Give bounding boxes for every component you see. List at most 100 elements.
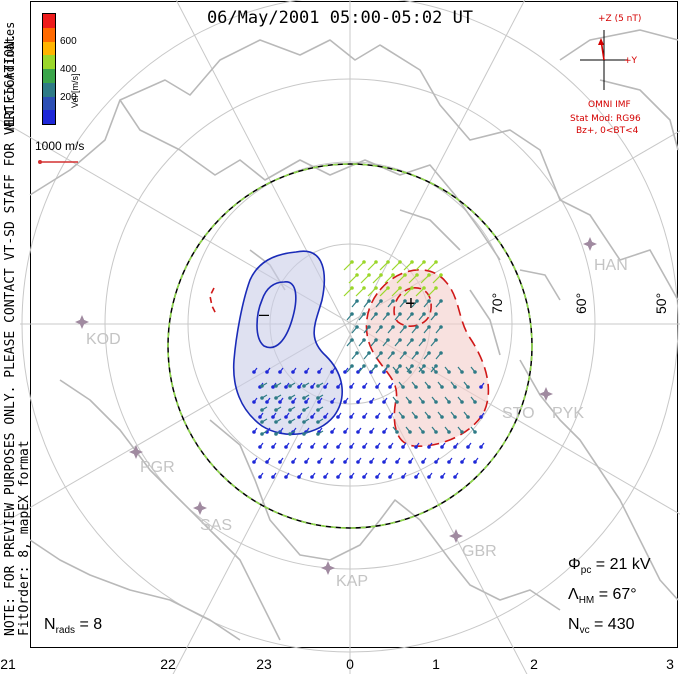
vector-line bbox=[387, 326, 394, 334]
vector-line bbox=[324, 412, 329, 418]
vector-line bbox=[261, 406, 268, 411]
vector-line bbox=[253, 367, 258, 373]
vector-line bbox=[298, 472, 303, 478]
vector-line bbox=[357, 457, 362, 463]
vector-line bbox=[317, 382, 324, 387]
potential-max-marker: + bbox=[405, 293, 417, 315]
station-marker bbox=[75, 315, 89, 329]
vector-line bbox=[389, 442, 394, 448]
vector-line bbox=[298, 412, 303, 418]
vector-line bbox=[346, 313, 353, 321]
vector-line bbox=[480, 412, 485, 418]
vector-line bbox=[363, 472, 368, 478]
vector-line bbox=[399, 326, 406, 334]
vector-line bbox=[392, 426, 398, 433]
station-marker bbox=[539, 387, 553, 401]
vector-line bbox=[363, 352, 370, 360]
vector-line bbox=[275, 430, 282, 435]
vector-line bbox=[415, 287, 425, 297]
vector-line bbox=[370, 427, 375, 433]
vector-line bbox=[423, 326, 430, 334]
colorbar-tick-200: 200 bbox=[60, 92, 77, 103]
vector-line bbox=[344, 397, 349, 403]
vector-line bbox=[324, 442, 329, 448]
vector-line bbox=[474, 457, 479, 463]
vector-line bbox=[450, 411, 456, 418]
coordinates-note: MLT coordinates bbox=[3, 21, 17, 130]
station-marker bbox=[193, 501, 207, 515]
vector-line bbox=[403, 261, 413, 271]
vector-line bbox=[272, 382, 277, 388]
vector-line bbox=[389, 412, 394, 418]
vector-line bbox=[379, 287, 389, 297]
vector-line bbox=[358, 313, 365, 321]
vector-line bbox=[415, 472, 420, 478]
vector-line bbox=[289, 430, 296, 435]
vector-line bbox=[261, 394, 268, 399]
vector-line bbox=[383, 427, 388, 433]
vector-line bbox=[376, 442, 381, 448]
vector-line bbox=[415, 261, 425, 271]
vector-line bbox=[259, 442, 264, 448]
reference-vector-label: 1000 m/s bbox=[35, 139, 85, 153]
vector-line bbox=[372, 274, 382, 284]
vector-line bbox=[337, 412, 342, 418]
vector-line bbox=[480, 442, 485, 448]
vector-line bbox=[363, 326, 370, 334]
coast-canada-east bbox=[119, 99, 501, 261]
vector-line bbox=[357, 427, 362, 433]
vector-line bbox=[470, 366, 476, 373]
vector-line bbox=[391, 287, 401, 297]
vector-line bbox=[454, 442, 459, 448]
vector-line bbox=[470, 396, 476, 403]
vector-line bbox=[396, 274, 406, 284]
vector-line bbox=[418, 313, 425, 321]
vector-line bbox=[311, 442, 316, 448]
vector-line bbox=[370, 365, 377, 373]
vector-line bbox=[430, 365, 437, 373]
vector-line bbox=[382, 365, 389, 373]
station-label-kod: KOD bbox=[86, 331, 121, 348]
vector-line bbox=[363, 412, 368, 418]
vector-line bbox=[370, 397, 375, 403]
vector-line bbox=[344, 367, 349, 373]
vector-line bbox=[317, 418, 324, 423]
vector-line bbox=[343, 261, 353, 271]
vector-line bbox=[363, 300, 370, 308]
negative-inner-contour bbox=[256, 281, 297, 349]
vector-line bbox=[375, 300, 382, 308]
vector-line bbox=[344, 427, 349, 433]
vector-line bbox=[318, 367, 323, 373]
imf-plus-y: +Y bbox=[624, 56, 638, 66]
vector-line bbox=[457, 396, 463, 403]
vector-line bbox=[337, 472, 342, 478]
vector-line bbox=[398, 381, 404, 388]
vector-line bbox=[367, 287, 377, 297]
station-marker bbox=[321, 561, 335, 575]
vector-line bbox=[292, 397, 297, 403]
vector-line bbox=[305, 367, 310, 373]
vector-line bbox=[382, 339, 389, 347]
vector-line bbox=[402, 472, 407, 478]
vector-line bbox=[370, 313, 377, 321]
vector-line bbox=[303, 418, 310, 423]
vector-line bbox=[463, 411, 469, 418]
vector-line bbox=[279, 367, 284, 373]
vector-line bbox=[375, 326, 382, 334]
vector-line bbox=[418, 396, 424, 403]
vector-line bbox=[437, 381, 443, 388]
vector-line bbox=[428, 442, 433, 448]
vector-count: Nvc = 430 bbox=[568, 616, 635, 637]
coast-scand bbox=[519, 359, 679, 601]
vector-line bbox=[363, 382, 368, 388]
vector-line bbox=[411, 411, 417, 418]
vector-line bbox=[408, 274, 418, 284]
station-label-han: HAN bbox=[594, 257, 628, 274]
station-marker bbox=[449, 529, 463, 543]
vector-line bbox=[448, 457, 453, 463]
vector-line bbox=[355, 261, 365, 271]
vector-line bbox=[272, 442, 277, 448]
station-marker bbox=[583, 237, 597, 251]
imf-source: OMNI IMF bbox=[588, 100, 631, 110]
